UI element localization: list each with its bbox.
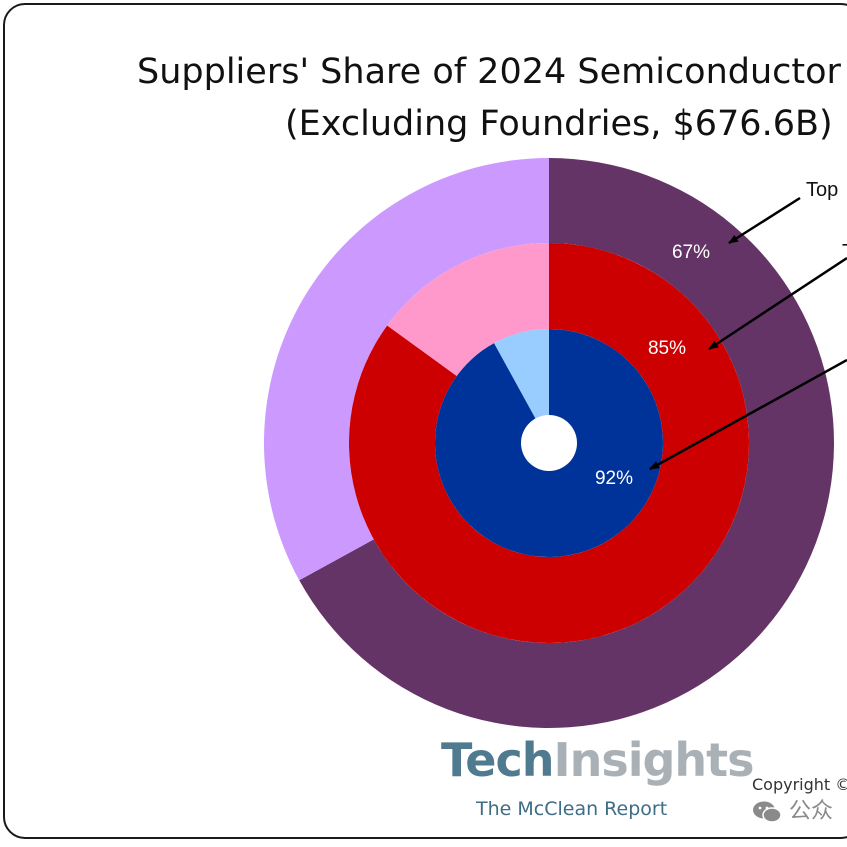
- middle-ring-slice-1: [348, 243, 749, 643]
- ring-middle: [348, 243, 749, 643]
- logo-tech: Tech: [441, 733, 554, 787]
- middle-ring-slice-2: [387, 243, 549, 376]
- inner-ring-percent-label: 92%: [595, 468, 633, 489]
- copyright-notice: Copyright ©: [752, 775, 847, 794]
- outer-callout-arrow: [728, 196, 801, 245]
- inner-ring-slice-2: [494, 329, 549, 443]
- inner-callout-arrow: [649, 358, 847, 471]
- donut-center-hole: [521, 415, 577, 471]
- outer-ring-slice-2: [263, 158, 549, 581]
- chart-title-line1: Suppliers' Share of 2024 Semiconductor I: [137, 52, 847, 92]
- middle-ring-percent-label: 85%: [648, 338, 686, 359]
- outer-ring-percent-label: 67%: [672, 242, 710, 263]
- middle-callout-arrow: [708, 256, 847, 351]
- wechat-watermark: 公众: [752, 793, 833, 825]
- watermark-text: 公众: [789, 799, 834, 824]
- chart-title-line2: (Excluding Foundries, $676.6B): [285, 104, 833, 144]
- logo-insights: Insights: [553, 733, 754, 787]
- ring-outer: [263, 158, 835, 728]
- wechat-icon: [753, 801, 782, 823]
- middle-callout-text: T: [842, 241, 847, 263]
- techinsights-logo: TechInsights: [441, 733, 755, 787]
- outer-ring-slice-1: [299, 158, 835, 728]
- outer-callout-text: Top: [806, 179, 838, 201]
- mcclean-report-label: The McClean Report: [476, 798, 668, 820]
